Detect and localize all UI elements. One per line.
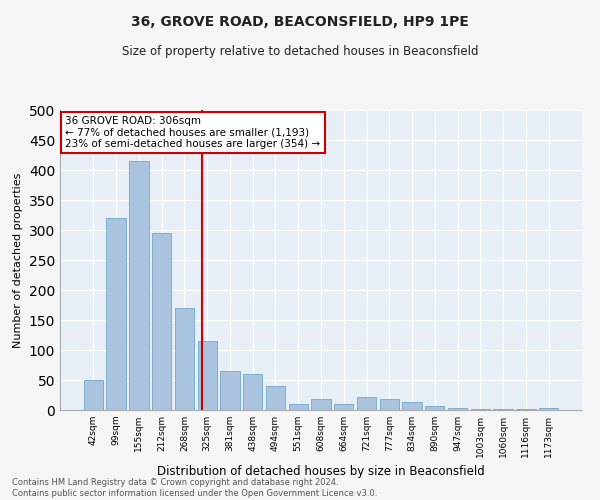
Text: Contains HM Land Registry data © Crown copyright and database right 2024.
Contai: Contains HM Land Registry data © Crown c… xyxy=(12,478,377,498)
Bar xyxy=(357,397,376,410)
Y-axis label: Number of detached properties: Number of detached properties xyxy=(13,172,23,348)
Bar xyxy=(129,161,149,410)
Text: 36 GROVE ROAD: 306sqm
← 77% of detached houses are smaller (1,193)
23% of semi-d: 36 GROVE ROAD: 306sqm ← 77% of detached … xyxy=(65,116,320,149)
Text: 36, GROVE ROAD, BEACONSFIELD, HP9 1PE: 36, GROVE ROAD, BEACONSFIELD, HP9 1PE xyxy=(131,15,469,29)
Bar xyxy=(152,233,172,410)
Bar xyxy=(539,408,558,410)
Bar xyxy=(175,308,194,410)
Bar xyxy=(220,371,239,410)
Bar xyxy=(243,374,262,410)
X-axis label: Distribution of detached houses by size in Beaconsfield: Distribution of detached houses by size … xyxy=(157,466,485,478)
Bar xyxy=(289,404,308,410)
Bar xyxy=(197,341,217,410)
Bar xyxy=(380,399,399,410)
Bar xyxy=(106,218,126,410)
Bar xyxy=(311,399,331,410)
Text: Size of property relative to detached houses in Beaconsfield: Size of property relative to detached ho… xyxy=(122,45,478,58)
Bar xyxy=(403,402,422,410)
Bar xyxy=(266,386,285,410)
Bar xyxy=(84,380,103,410)
Bar xyxy=(470,409,490,410)
Bar xyxy=(425,406,445,410)
Bar xyxy=(334,404,353,410)
Bar xyxy=(448,408,467,410)
